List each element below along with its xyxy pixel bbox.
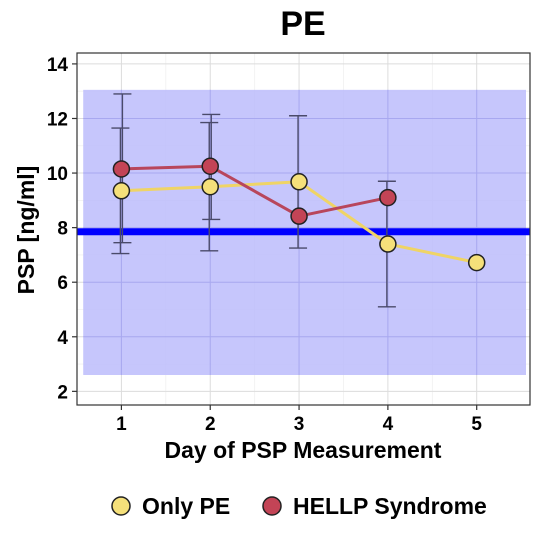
chart-title: PE <box>280 5 325 43</box>
y-tick-label: 14 <box>47 55 69 76</box>
y-tick-label: 12 <box>47 109 68 130</box>
data-point <box>379 235 397 253</box>
series-line-1 <box>121 164 389 218</box>
y-axis-title: PSP [ng/ml] <box>13 166 39 295</box>
data-point <box>467 253 486 272</box>
plot-border <box>76 52 531 406</box>
x-axis-title: Day of PSP Measurement <box>165 437 442 463</box>
legend-marker-0 <box>111 496 131 516</box>
y-tick-label: 10 <box>47 164 68 185</box>
data-point <box>112 160 131 178</box>
data-point <box>201 177 219 196</box>
data-point <box>112 182 131 200</box>
legend: Only PE HELLP Syndrome <box>111 493 487 519</box>
y-tick-label: 8 <box>57 219 68 240</box>
data-point <box>290 207 308 225</box>
x-tick-label: 3 <box>294 414 305 435</box>
y-tick-label: 2 <box>57 382 68 403</box>
legend-label-0: Only PE <box>142 493 230 519</box>
y-tick-label: 4 <box>57 328 68 349</box>
legend-marker-1 <box>262 496 282 516</box>
data-point <box>201 157 219 175</box>
y-tick-label: 6 <box>57 273 68 294</box>
data-point <box>290 173 308 191</box>
x-tick-label: 2 <box>205 414 216 435</box>
legend-label-1: HELLP Syndrome <box>293 493 487 519</box>
x-tick-label: 5 <box>471 414 482 435</box>
x-tick-label: 4 <box>383 414 394 435</box>
x-tick-label: 1 <box>116 414 127 435</box>
data-point <box>379 188 397 207</box>
